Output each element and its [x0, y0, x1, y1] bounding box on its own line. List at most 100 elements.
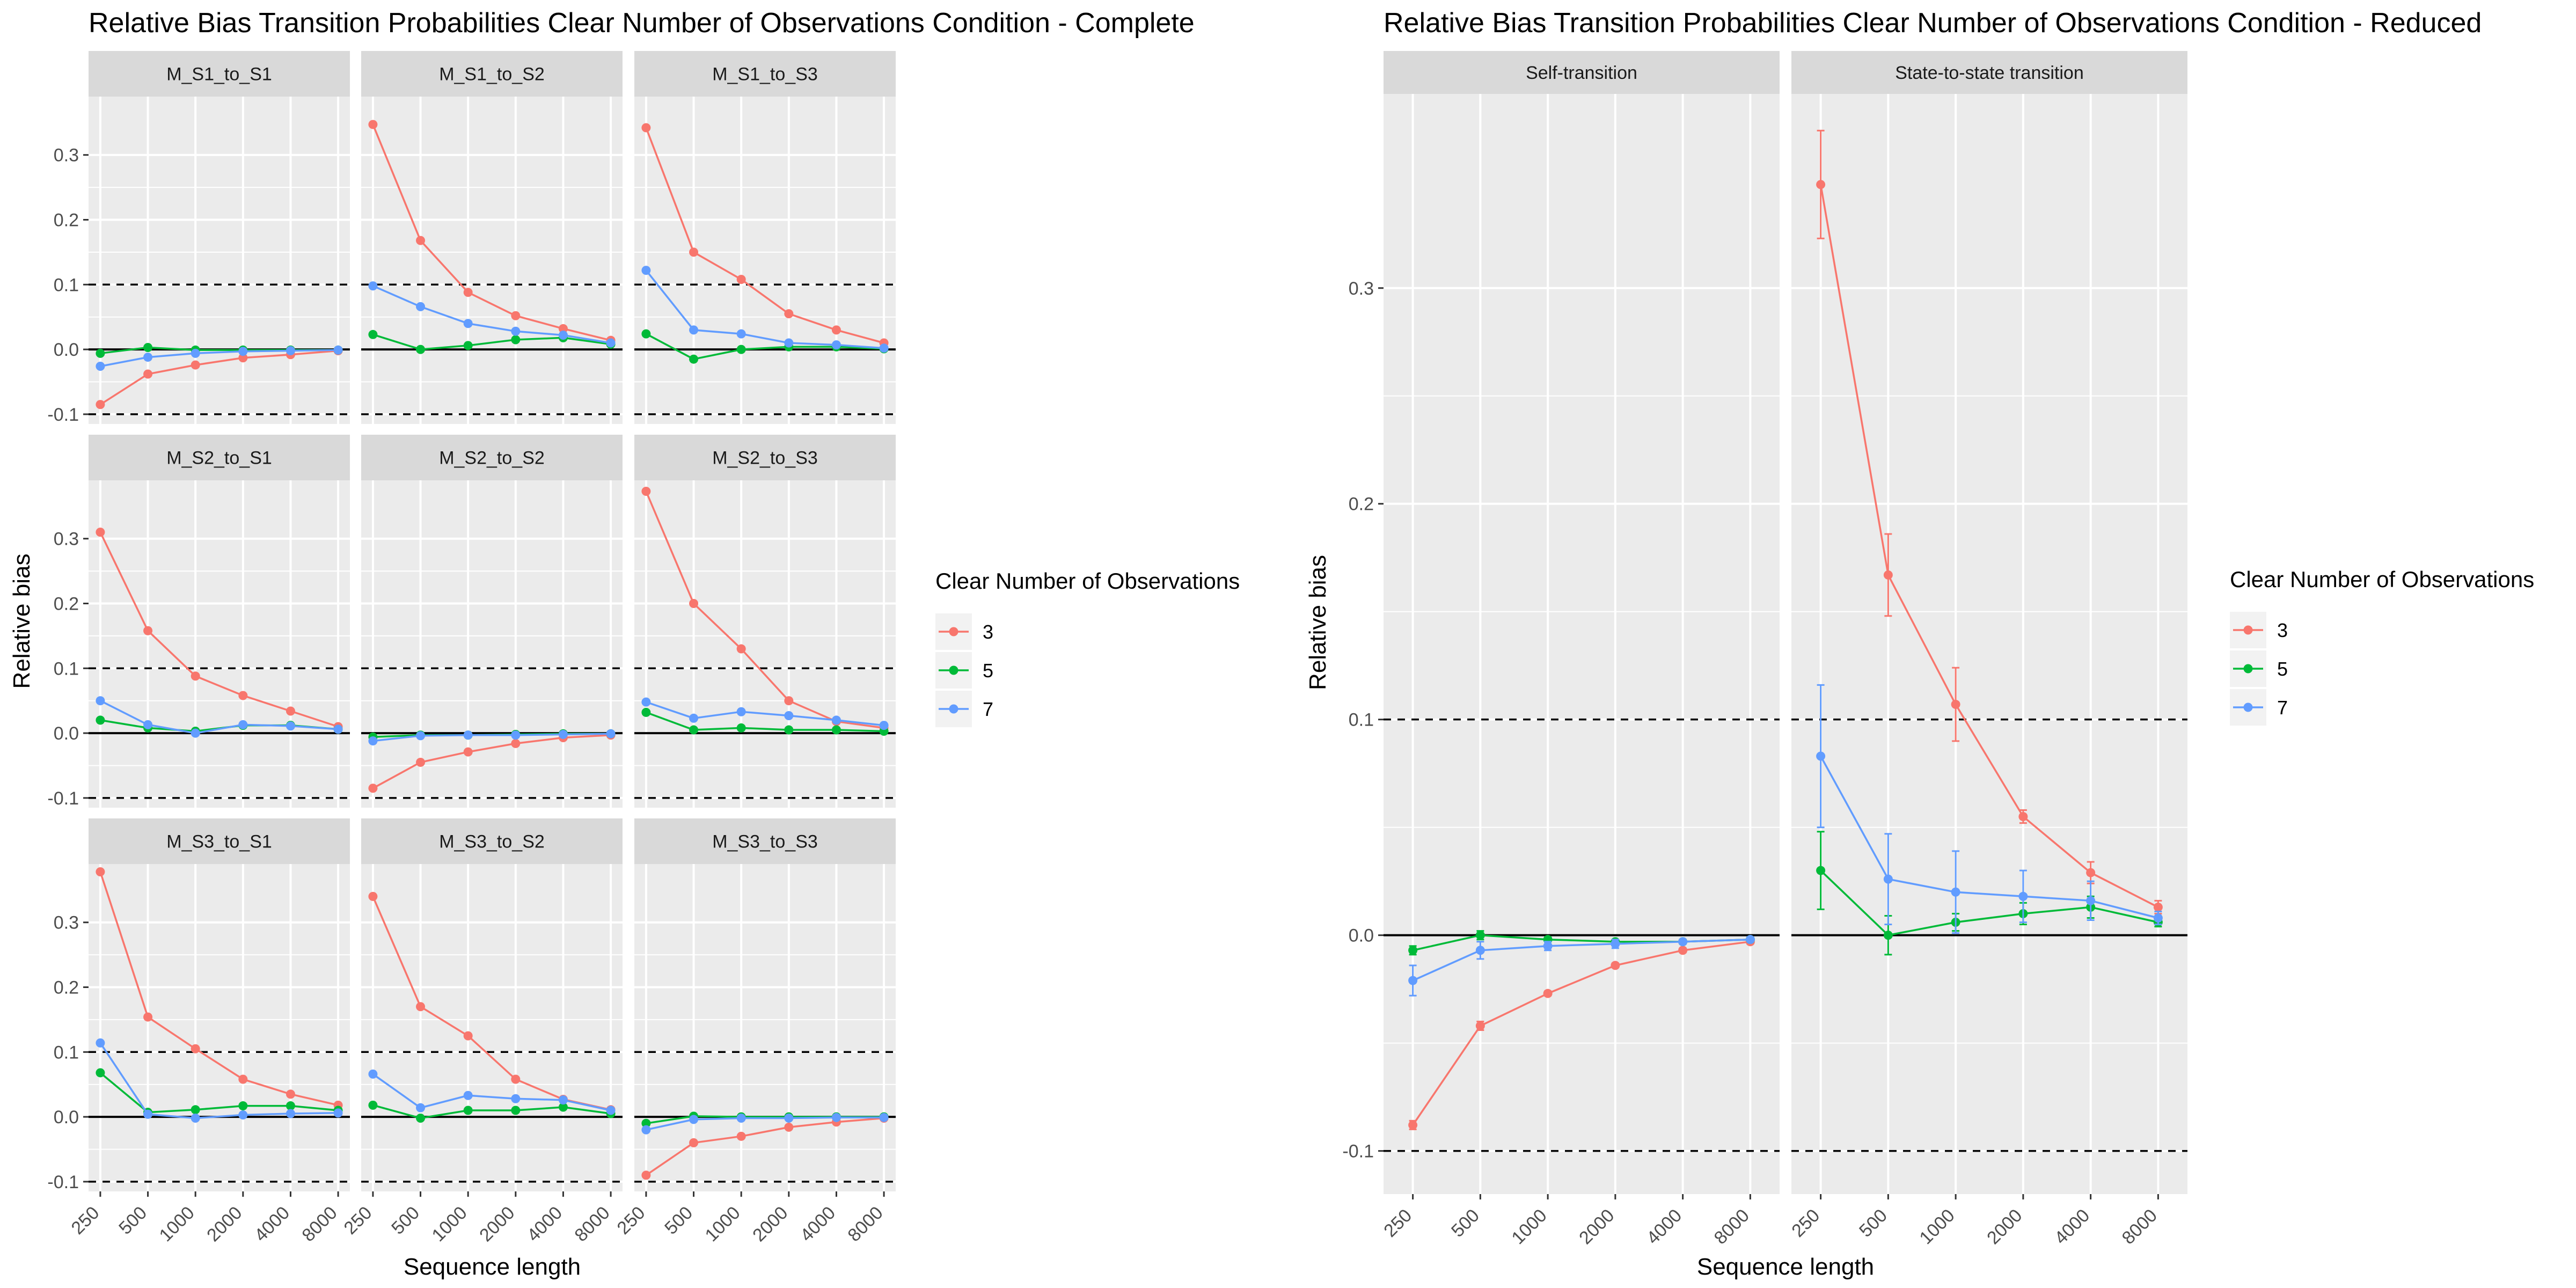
x-tick-label: 1000: [701, 1203, 744, 1246]
legend-key-point-3: [949, 627, 958, 636]
series-line-3: [645, 491, 884, 729]
point-m-s1-to-s1-7-500: [143, 353, 153, 362]
legend-label-7: 7: [2277, 697, 2288, 719]
point-m-s3-to-s1-5-250: [96, 1068, 105, 1078]
x-tick-label: 2000: [475, 1203, 518, 1246]
point-m-s1-to-s2-3-2000: [511, 311, 521, 320]
facet-strip: [634, 435, 896, 480]
point-state-to-state-transition-7-250: [1816, 751, 1826, 761]
facet-strip: [1791, 51, 2187, 94]
point-m-s3-to-s2-3-1000: [463, 1031, 473, 1041]
facet-label: Self-transition: [1526, 63, 1637, 83]
point-self-transition-5-500: [1475, 931, 1485, 940]
point-m-s2-to-s2-7-250: [368, 736, 378, 746]
x-axis-title: Sequence length: [1697, 1254, 1874, 1280]
series-line-3: [99, 871, 339, 1107]
point-m-s2-to-s2-3-500: [416, 757, 426, 767]
facet-strip: [634, 818, 896, 864]
point-m-s2-to-s2-7-8000: [606, 729, 616, 738]
x-tick-label: 250: [1380, 1205, 1416, 1241]
series-line-7: [372, 733, 611, 742]
point-m-s2-to-s2-7-4000: [558, 730, 568, 740]
point-m-s3-to-s1-3-2000: [238, 1074, 248, 1084]
point-m-s1-to-s1-7-2000: [238, 347, 248, 356]
x-tick-label: 500: [1855, 1205, 1891, 1241]
facet-strip: [361, 818, 623, 864]
point-m-s3-to-s2-7-1000: [463, 1091, 473, 1100]
point-m-s2-to-s3-3-250: [641, 487, 651, 496]
series-line-7: [372, 285, 611, 344]
series-line-5: [646, 333, 884, 361]
panel-background: [634, 97, 896, 424]
point-state-to-state-transition-3-500: [1883, 570, 1893, 580]
facet-label: M_S3_to_S2: [439, 832, 545, 852]
point-m-s3-to-s1-5-1000: [191, 1105, 200, 1115]
point-m-s1-to-s2-5-500: [416, 345, 426, 354]
point-m-s2-to-s3-7-250: [641, 697, 651, 707]
y-tick-label: 0.0: [54, 1107, 79, 1128]
series-line-7: [372, 1073, 611, 1111]
point-self-transition-3-500: [1475, 1021, 1485, 1030]
facet-label: M_S1_to_S3: [712, 64, 818, 85]
point-m-s1-to-s3-5-1000: [736, 345, 746, 354]
y-tick-label: 0.1: [1349, 710, 1374, 730]
point-m-s1-to-s2-3-1000: [463, 288, 473, 297]
point-m-s2-to-s1-7-500: [143, 720, 153, 729]
series-line-7: [1412, 938, 1751, 982]
point-m-s1-to-s3-3-500: [689, 247, 699, 257]
x-tick-label: 8000: [2118, 1205, 2161, 1248]
point-m-s1-to-s1-7-250: [96, 361, 105, 371]
point-m-s1-to-s3-3-4000: [831, 325, 841, 335]
x-tick-label: 2000: [1983, 1205, 2026, 1248]
point-m-s2-to-s1-7-1000: [191, 728, 200, 738]
y-tick-label: 0.3: [54, 529, 79, 550]
x-tick-label: 1000: [1507, 1205, 1550, 1248]
point-self-transition-7-8000: [1745, 935, 1755, 945]
legend-key-point-5: [2243, 664, 2253, 674]
point-m-s2-to-s2-7-2000: [511, 730, 521, 740]
point-m-s2-to-s3-3-1000: [736, 644, 746, 654]
point-m-s3-to-s3-3-1000: [736, 1131, 746, 1141]
point-m-s2-to-s1-7-4000: [286, 721, 295, 731]
x-tick-label: 4000: [1643, 1205, 1686, 1248]
point-state-to-state-transition-3-2000: [2018, 812, 2028, 822]
panel-background: [89, 864, 350, 1191]
legend-key-point-5: [949, 665, 958, 675]
y-tick-label: -0.1: [1342, 1141, 1374, 1162]
y-tick-label: 0.0: [54, 723, 79, 744]
point-m-s1-to-s2-5-2000: [511, 335, 521, 345]
point-m-s2-to-s3-3-2000: [784, 696, 794, 706]
x-tick-label: 250: [340, 1203, 376, 1239]
panel-background: [89, 480, 350, 808]
point-state-to-state-transition-5-250: [1816, 866, 1826, 875]
point-m-s3-to-s2-7-250: [368, 1069, 378, 1079]
legend-title: Clear Number of Observations: [2230, 567, 2534, 592]
point-m-s2-to-s3-3-500: [689, 599, 699, 609]
facet-strip: [89, 435, 350, 480]
series-line-7: [100, 349, 339, 368]
series-line-7: [1820, 756, 2158, 919]
left-chart-title: Relative Bias Transition Probabilities C…: [89, 8, 1195, 39]
x-tick-label: 500: [661, 1203, 697, 1239]
point-m-s1-to-s3-7-4000: [831, 340, 841, 350]
point-m-s2-to-s1-7-2000: [238, 720, 248, 729]
point-m-s1-to-s1-3-250: [96, 400, 105, 409]
point-m-s1-to-s1-3-2000: [238, 353, 248, 363]
x-tick-label: 8000: [1710, 1205, 1753, 1248]
panel-background: [1384, 94, 1780, 1194]
x-tick-label: 2000: [749, 1203, 792, 1246]
point-m-s3-to-s1-7-2000: [238, 1110, 248, 1119]
series-line-3: [99, 531, 339, 728]
point-m-s1-to-s3-5-250: [641, 329, 651, 339]
point-m-s3-to-s2-5-500: [416, 1114, 426, 1123]
point-m-s2-to-s1-5-250: [96, 715, 105, 725]
series-line-3: [99, 349, 339, 406]
series-line-3: [1819, 184, 2159, 908]
legend-label-3: 3: [2277, 619, 2288, 641]
point-m-s1-to-s2-7-8000: [606, 338, 616, 348]
point-m-s1-to-s2-5-250: [368, 330, 378, 339]
point-m-s3-to-s3-3-500: [689, 1138, 699, 1147]
right-legend: Clear Number of Observations 3 5 7: [2230, 567, 2534, 726]
x-tick-label: 8000: [298, 1203, 341, 1246]
point-m-s1-to-s1-5-500: [143, 342, 153, 352]
